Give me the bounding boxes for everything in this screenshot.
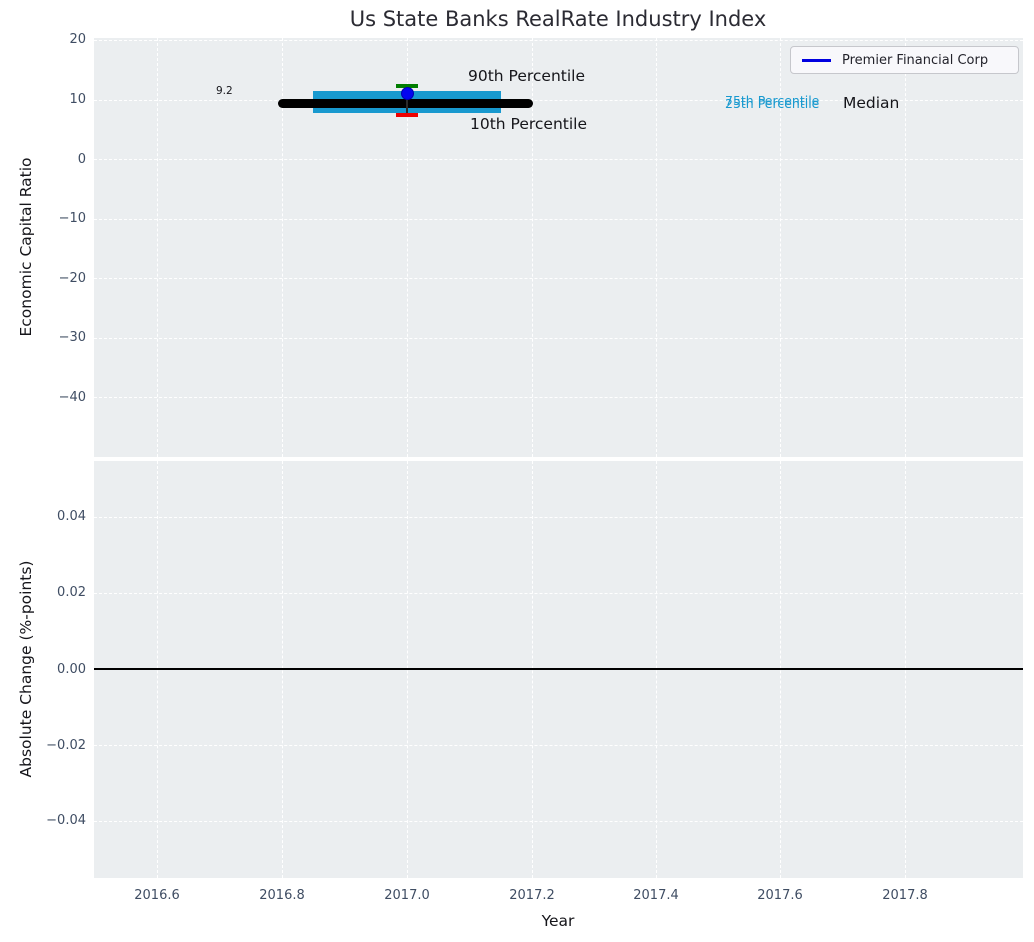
gridline xyxy=(780,38,781,457)
gridline xyxy=(94,40,1023,41)
gridline xyxy=(905,38,906,457)
xtick: 2017.4 xyxy=(633,888,679,903)
legend: Premier Financial Corp xyxy=(790,46,1019,74)
xtick: 2017.2 xyxy=(509,888,555,903)
xtick: 2016.6 xyxy=(134,888,180,903)
ytick-top: −10 xyxy=(58,211,86,226)
gridline xyxy=(157,38,158,457)
gridline xyxy=(94,219,1023,220)
gridline xyxy=(94,517,1023,518)
gridline xyxy=(282,38,283,457)
ytick-top: −30 xyxy=(58,330,86,345)
chart-title: Us State Banks RealRate Industry Index xyxy=(349,7,767,31)
annotation-median-value: 9.2 xyxy=(216,85,233,97)
gridline xyxy=(94,338,1023,339)
annotation-10th-percentile: 10th Percentile xyxy=(470,115,588,133)
gridline xyxy=(94,159,1023,160)
ytick-top: 0 xyxy=(77,152,86,167)
bottom-axes xyxy=(94,461,1023,878)
gridline xyxy=(532,38,533,457)
annotation-75th-percentile: 75th Percentile xyxy=(725,93,820,108)
gridline xyxy=(94,397,1023,398)
ytick-top: 10 xyxy=(69,92,86,107)
ylabel-bottom: Absolute Change (%-points) xyxy=(17,560,35,778)
top-axes: 9.2 90th Percentile 10th Percentile 75th… xyxy=(94,38,1023,457)
ytick-top: −20 xyxy=(58,271,86,286)
premier-point xyxy=(401,87,414,100)
gridline xyxy=(94,100,1023,101)
gridline xyxy=(94,821,1023,822)
percentile-stem xyxy=(406,84,408,117)
ytick-bottom: 0.02 xyxy=(57,585,86,600)
p90-cap xyxy=(396,84,418,88)
xtick: 2017.6 xyxy=(757,888,803,903)
zero-line xyxy=(94,668,1023,670)
ylabel-top: Economic Capital Ratio xyxy=(17,157,35,337)
gridline xyxy=(94,745,1023,746)
gridline xyxy=(94,593,1023,594)
legend-line-swatch xyxy=(802,58,831,62)
annotation-median: Median xyxy=(843,94,900,112)
median-line xyxy=(278,99,533,108)
xtick: 2017.0 xyxy=(384,888,430,903)
annotation-90th-percentile: 90th Percentile xyxy=(468,67,586,85)
annotation-25th-percentile: 25th Percentile xyxy=(725,96,820,111)
xtick: 2017.8 xyxy=(882,888,928,903)
gridline xyxy=(656,38,657,457)
ytick-bottom: −0.04 xyxy=(46,813,86,828)
ytick-bottom: 0.04 xyxy=(57,509,86,524)
gridline xyxy=(94,278,1023,279)
ytick-top: −40 xyxy=(58,390,86,405)
p10-cap xyxy=(396,113,418,117)
xtick: 2016.8 xyxy=(259,888,305,903)
ytick-bottom: 0.00 xyxy=(57,662,86,677)
legend-label: Premier Financial Corp xyxy=(842,52,989,68)
xlabel: Year xyxy=(541,912,575,930)
ytick-top: 20 xyxy=(69,32,86,47)
gridline xyxy=(407,38,408,457)
ytick-bottom: −0.02 xyxy=(46,738,86,753)
